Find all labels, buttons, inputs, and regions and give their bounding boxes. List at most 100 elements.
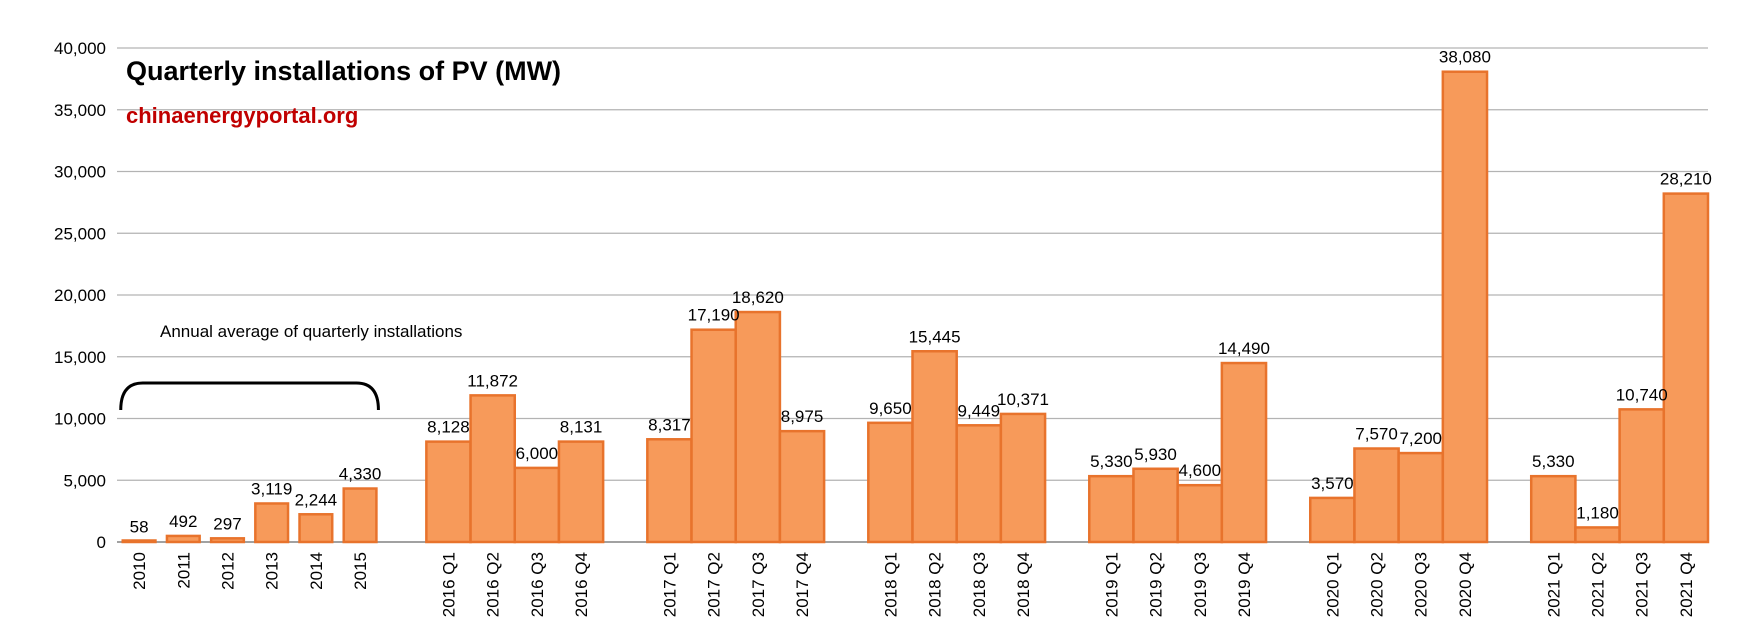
x-tick-label: 2018 Q4 (1014, 552, 1033, 617)
x-tick-label: 2018 Q2 (926, 552, 945, 617)
bar (1529, 474, 1577, 544)
bar (342, 487, 378, 544)
data-label: 9,449 (958, 401, 1001, 420)
bar (1574, 526, 1621, 544)
x-tick-label: 2021 Q3 (1633, 552, 1652, 617)
y-tick-label: 35,000 (54, 101, 106, 120)
annotation-brace (119, 381, 380, 411)
y-tick-label: 30,000 (54, 163, 106, 182)
data-label: 297 (213, 514, 241, 533)
data-label: 4,330 (339, 465, 382, 484)
x-tick-label: 2013 (263, 552, 282, 590)
data-label: 1,180 (1576, 503, 1619, 522)
data-label: 4,600 (1178, 461, 1221, 480)
bar (254, 502, 290, 544)
x-tick-label: 2016 Q3 (528, 552, 547, 617)
bar (1176, 483, 1224, 544)
x-tick-label: 2017 Q1 (660, 552, 679, 617)
y-tick-label: 25,000 (54, 224, 106, 243)
x-tick-label: 2012 (218, 552, 237, 590)
bar (646, 438, 693, 544)
x-axis-labels: 2010 2011 2012 2013 2014 2015 2016 Q1 2016 Q2 20… (130, 552, 1696, 617)
data-label: 8,975 (781, 407, 824, 426)
x-tick-label: 2016 Q4 (572, 552, 591, 617)
bar (1618, 408, 1666, 544)
chart-title: Quarterly installations of PV (MW) (126, 56, 561, 86)
bar (1132, 467, 1179, 544)
y-tick-label: 10,000 (54, 410, 106, 429)
x-tick-label: 2017 Q4 (793, 552, 812, 617)
data-label: 5,330 (1090, 452, 1133, 471)
x-tick-label: 2010 (130, 552, 149, 590)
data-label: 7,570 (1355, 425, 1398, 444)
data-label: 38,080 (1439, 48, 1491, 67)
x-tick-label: 2018 Q1 (881, 552, 900, 617)
bar (469, 394, 516, 544)
x-tick-label: 2016 Q2 (484, 552, 503, 617)
chart-subtitle: chinaenergyportal.org (126, 103, 358, 128)
data-label: 58 (130, 517, 149, 536)
bar (690, 328, 737, 544)
data-label: 10,371 (997, 390, 1049, 409)
data-label: 8,128 (427, 418, 470, 437)
bar (911, 350, 958, 544)
bar (999, 412, 1047, 544)
x-tick-label: 2021 Q1 (1544, 552, 1563, 617)
bar (513, 466, 561, 544)
y-tick-label: 40,000 (54, 39, 106, 58)
data-label: 14,490 (1218, 339, 1270, 358)
data-label: 7,200 (1399, 429, 1442, 448)
x-tick-label: 2015 (351, 552, 370, 590)
x-tick-label: 2020 Q1 (1323, 552, 1342, 617)
bar (955, 424, 1003, 544)
bar (425, 440, 472, 544)
x-tick-label: 2017 Q3 (749, 552, 768, 617)
x-tick-label: 2011 (174, 552, 193, 589)
data-label: 11,872 (467, 371, 518, 390)
data-label: 10,740 (1616, 385, 1668, 404)
data-label: 8,317 (648, 415, 691, 434)
x-tick-label: 2020 Q2 (1368, 552, 1387, 617)
x-tick-label: 2021 Q4 (1677, 552, 1696, 617)
bar (557, 440, 605, 544)
data-label: 3,570 (1311, 474, 1354, 493)
x-tick-label: 2020 Q4 (1456, 552, 1475, 617)
bar (1353, 447, 1400, 544)
bar (1309, 496, 1356, 544)
annotation-text: Annual average of quarterly installation… (160, 322, 462, 341)
data-label: 15,445 (909, 327, 961, 346)
data-label: 2,244 (295, 490, 338, 509)
x-tick-label: 2020 Q3 (1412, 552, 1431, 617)
bars (121, 70, 1710, 544)
data-label: 3,119 (251, 479, 292, 498)
data-label: 492 (169, 512, 197, 531)
y-tick-label: 5,000 (63, 471, 106, 490)
x-tick-label: 2021 Q2 (1589, 552, 1608, 617)
bar (778, 429, 826, 544)
bar (1662, 192, 1710, 544)
x-tick-label: 2016 Q1 (439, 552, 458, 617)
x-tick-label: 2014 (307, 552, 326, 590)
data-label: 5,930 (1134, 445, 1177, 464)
x-tick-label: 2019 Q1 (1102, 552, 1121, 617)
data-label: 6,000 (516, 444, 559, 463)
bar (1220, 361, 1268, 544)
bar (1088, 474, 1135, 544)
x-tick-label: 2017 Q2 (705, 552, 724, 617)
annotation: Annual average of quarterly installation… (119, 322, 462, 411)
bar (1397, 451, 1445, 544)
data-labels: 58 492 2973,1192,2444,3308,12811,8726,0008… (130, 48, 1712, 537)
data-label: 5,330 (1532, 452, 1575, 471)
bar (734, 310, 782, 544)
data-label: 8,131 (560, 418, 603, 437)
data-label: 17,190 (688, 306, 740, 325)
data-label: 18,620 (732, 288, 784, 307)
data-label: 28,210 (1660, 170, 1712, 189)
y-tick-label: 15,000 (54, 348, 106, 367)
bar (121, 539, 157, 544)
y-tick-label: 0 (97, 533, 106, 552)
gridlines (117, 47, 1708, 543)
bar (298, 513, 334, 544)
